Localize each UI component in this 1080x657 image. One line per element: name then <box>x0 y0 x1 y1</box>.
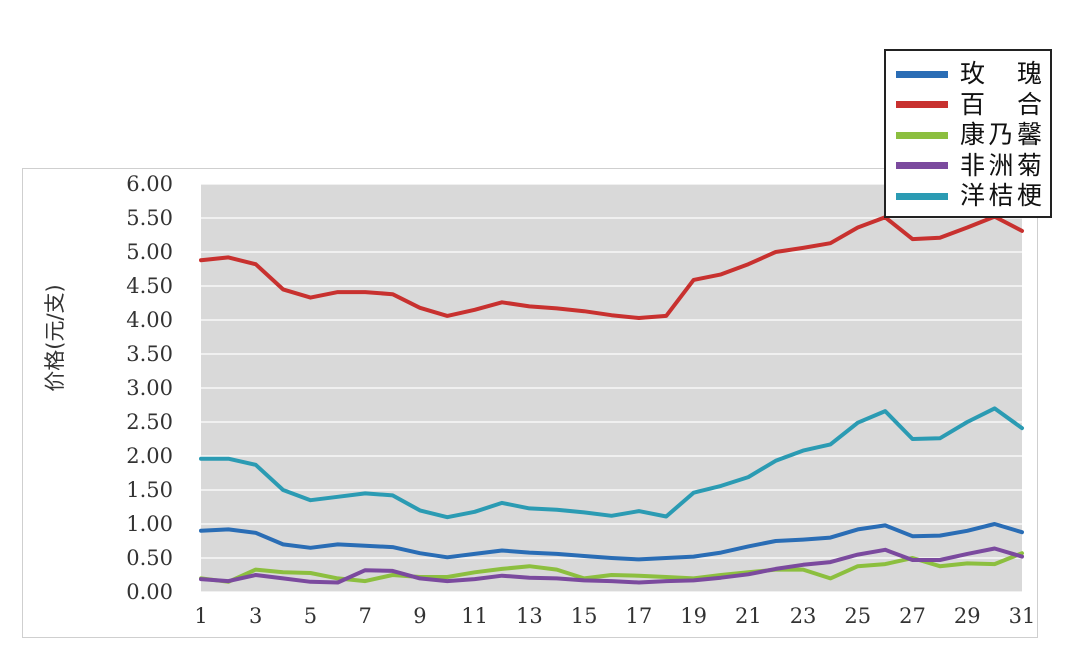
legend-item: 康乃馨 <box>896 120 1042 151</box>
legend-swatch <box>896 192 948 200</box>
x-tick-label: 5 <box>304 604 317 628</box>
x-tick-label: 9 <box>413 604 426 628</box>
legend-swatch <box>896 131 948 139</box>
y-tick-label: 0.00 <box>126 580 173 604</box>
legend-label: 洋桔梗 <box>960 181 1042 211</box>
y-tick-label: 4.00 <box>126 308 173 332</box>
series-line <box>199 406 1024 520</box>
x-tick-label: 31 <box>1009 604 1036 628</box>
x-tick-label: 27 <box>899 604 926 628</box>
y-tick-label: 1.00 <box>126 512 173 536</box>
x-tick-label: 19 <box>680 604 707 628</box>
series-line <box>199 551 1024 584</box>
y-tick-label: 5.50 <box>126 206 173 230</box>
y-tick-label: 0.50 <box>126 546 173 570</box>
y-tick-label: 6.00 <box>126 172 173 196</box>
legend-item: 洋桔梗 <box>896 181 1042 212</box>
x-tick-label: 25 <box>844 604 871 628</box>
legend-label: 玫 瑰 <box>960 59 1042 89</box>
legend-label: 康乃馨 <box>960 120 1042 150</box>
x-tick-label: 29 <box>954 604 981 628</box>
y-tick-label: 4.50 <box>126 274 173 298</box>
y-tick-label: 3.00 <box>126 376 173 400</box>
y-axis-label: 价格(元/支) <box>43 284 67 391</box>
legend-item: 非洲菊 <box>896 151 1042 182</box>
x-tick-label: 21 <box>735 604 762 628</box>
x-tick-label: 7 <box>359 604 372 628</box>
legend-item: 玫 瑰 <box>896 59 1042 90</box>
series-line <box>199 522 1024 562</box>
series-line <box>199 546 1024 585</box>
x-tick-label: 13 <box>516 604 543 628</box>
legend-label: 百 合 <box>960 89 1042 119</box>
legend-label: 非洲菊 <box>960 150 1042 180</box>
legend: 玫 瑰百 合康乃馨 非洲菊 洋桔梗 <box>884 49 1052 218</box>
y-tick-label: 5.00 <box>126 240 173 264</box>
x-tick-label: 15 <box>571 604 598 628</box>
legend-swatch <box>896 162 948 170</box>
x-tick-label: 17 <box>625 604 652 628</box>
legend-swatch <box>896 101 948 109</box>
x-tick-label: 23 <box>790 604 817 628</box>
x-tick-label: 3 <box>249 604 262 628</box>
y-tick-label: 2.00 <box>126 444 173 468</box>
legend-swatch <box>896 70 948 78</box>
y-tick-label: 3.50 <box>126 342 173 366</box>
x-tick-label: 11 <box>461 604 488 628</box>
y-tick-label: 1.50 <box>126 478 173 502</box>
x-tick-label: 1 <box>194 604 207 628</box>
legend-item: 百 合 <box>896 90 1042 121</box>
y-tick-label: 2.50 <box>126 410 173 434</box>
